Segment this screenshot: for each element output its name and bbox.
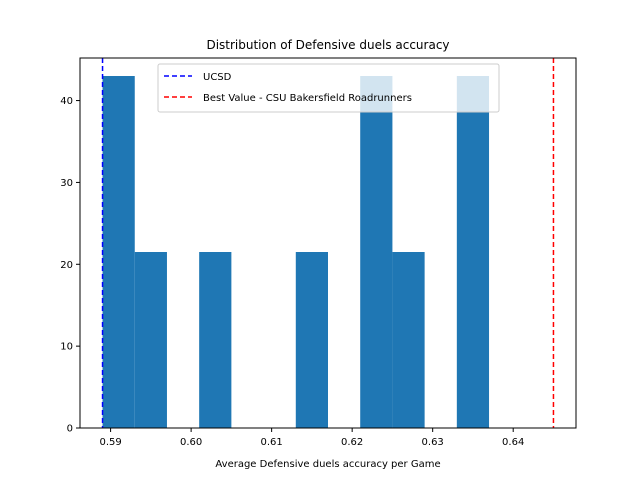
- histogram-bar: [102, 76, 135, 428]
- chart-title: Distribution of Defensive duels accuracy: [206, 38, 449, 52]
- x-tick-label: 0.59: [99, 437, 121, 448]
- x-tick-label: 0.60: [180, 437, 202, 448]
- y-tick-label: 0: [67, 424, 73, 435]
- histogram-bar: [134, 252, 167, 428]
- x-tick-label: 0.63: [422, 437, 444, 448]
- y-axis-ticks: 0 10 20 30 40: [60, 96, 80, 435]
- histogram-bar: [360, 76, 393, 428]
- y-tick-label: 40: [60, 96, 73, 107]
- x-axis-label: Average Defensive duels accuracy per Gam…: [215, 459, 440, 470]
- histogram-bar: [392, 252, 425, 428]
- bars-group: [102, 76, 490, 428]
- plot-frame: [79, 57, 577, 429]
- y-tick-label: 20: [60, 260, 73, 271]
- histogram-bar: [295, 252, 328, 428]
- y-tick-label: 30: [60, 178, 73, 189]
- legend-label-ucsd: UCSD: [203, 72, 232, 83]
- x-tick-label: 0.64: [502, 437, 524, 448]
- legend: UCSD Best Value - CSU Bakersfield Roadru…: [157, 63, 500, 113]
- x-axis-ticks: 0.59 0.60 0.61 0.62 0.63 0.64: [99, 428, 524, 448]
- histogram-bar: [199, 252, 232, 428]
- x-tick-label: 0.62: [341, 437, 363, 448]
- histogram-bar: [456, 76, 490, 428]
- x-tick-label: 0.61: [261, 437, 283, 448]
- reference-lines: [101, 58, 555, 428]
- legend-label-best-value: Best Value - CSU Bakersfield Roadrunners: [203, 93, 412, 104]
- y-tick-label: 10: [60, 342, 73, 353]
- legend-box: [157, 63, 500, 113]
